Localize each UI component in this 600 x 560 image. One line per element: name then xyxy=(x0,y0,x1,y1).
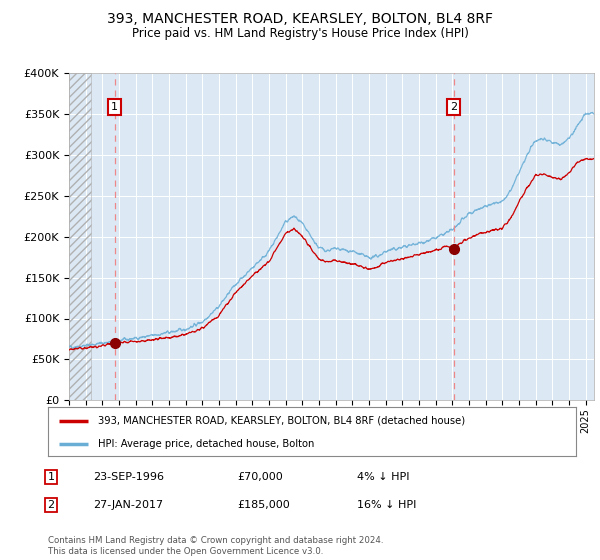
Text: 2: 2 xyxy=(450,102,457,112)
Text: 27-JAN-2017: 27-JAN-2017 xyxy=(93,500,163,510)
Text: £70,000: £70,000 xyxy=(237,472,283,482)
Text: 2: 2 xyxy=(47,500,55,510)
Text: HPI: Average price, detached house, Bolton: HPI: Average price, detached house, Bolt… xyxy=(98,438,314,449)
Text: 23-SEP-1996: 23-SEP-1996 xyxy=(93,472,164,482)
Text: 1: 1 xyxy=(111,102,118,112)
Text: Price paid vs. HM Land Registry's House Price Index (HPI): Price paid vs. HM Land Registry's House … xyxy=(131,27,469,40)
Text: Contains HM Land Registry data © Crown copyright and database right 2024.
This d: Contains HM Land Registry data © Crown c… xyxy=(48,536,383,556)
Text: 4% ↓ HPI: 4% ↓ HPI xyxy=(357,472,409,482)
Text: 393, MANCHESTER ROAD, KEARSLEY, BOLTON, BL4 8RF: 393, MANCHESTER ROAD, KEARSLEY, BOLTON, … xyxy=(107,12,493,26)
Bar xyxy=(69,73,91,400)
Bar xyxy=(69,73,91,400)
Text: 16% ↓ HPI: 16% ↓ HPI xyxy=(357,500,416,510)
Text: 1: 1 xyxy=(47,472,55,482)
Text: £185,000: £185,000 xyxy=(237,500,290,510)
Text: 393, MANCHESTER ROAD, KEARSLEY, BOLTON, BL4 8RF (detached house): 393, MANCHESTER ROAD, KEARSLEY, BOLTON, … xyxy=(98,416,465,426)
